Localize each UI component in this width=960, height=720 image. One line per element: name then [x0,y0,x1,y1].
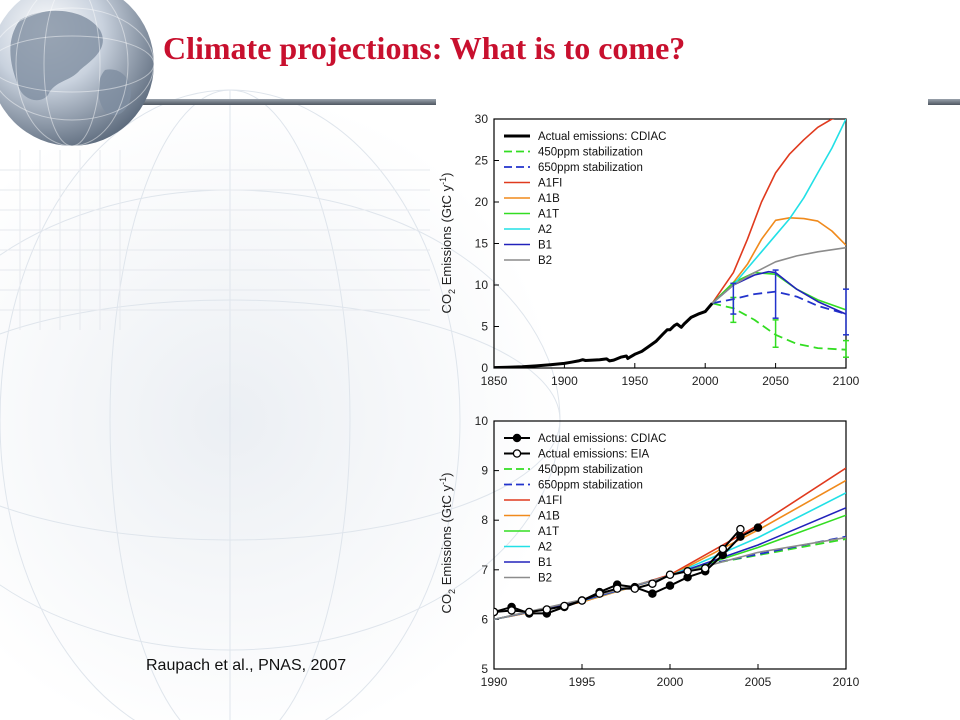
series-line-450ppm-stabilization [705,538,846,566]
series-line-actual-emissions-cdiac [494,526,759,615]
x-tick-label: 2000 [657,675,684,689]
data-point-actual-emissions-eia [665,570,675,580]
globe-grid [0,0,155,147]
x-tick-label: 2050 [762,374,789,388]
header-bar [140,99,436,105]
data-point-actual-emissions-eia [718,544,728,554]
legend-label: B2 [538,255,552,267]
y-tick-label: 5 [481,320,488,334]
emissions-chart-1850-2100: CO2 Emissions (GtC y-1) 1850 1900 1950 2000… [438,112,860,388]
y-tick-label: 0 [481,361,488,375]
data-point-actual-emissions-cdiac [648,589,657,598]
x-tick-label: 1950 [621,374,648,388]
legend-label: Actual emissions: EIA [538,449,650,461]
y-tick-label: 15 [475,237,489,251]
slide-title: Climate projections: What is to come? [163,30,686,66]
y-tick-label: 8 [481,513,488,527]
legend-label: A1FI [538,495,562,507]
data-point-actual-emissions-eia [494,607,499,617]
legend-label: A1B [538,511,560,523]
legend-label: A1B [538,193,560,205]
series-group [494,467,846,621]
citation: Raupach et al., PNAS, 2007 [146,657,347,674]
legend-marker [512,433,522,443]
data-point-actual-emissions-cdiac [665,581,675,590]
series-line-450ppm-stabilization [711,302,846,351]
y-tick-label: 6 [481,612,488,626]
legend-label: A1FI [538,178,562,190]
y-tick-label: 10 [475,414,489,428]
data-point-actual-emissions-eia [648,579,657,588]
data-point-actual-emissions-eia [542,605,552,614]
legend-label: 450ppm stabilization [538,147,643,159]
data-point-actual-emissions-eia [524,607,534,617]
legend-label: 650ppm stabilization [538,162,643,174]
series-line-a2 [711,119,846,304]
legend-label: Actual emissions: CDIAC [538,131,666,143]
y-axis-label: CO2 Emissions (GtC y-1) [438,473,457,614]
legend-label: Actual emissions: CDIAC [538,433,666,445]
series-line-a1t [711,271,846,311]
x-tick-label: 1900 [551,374,578,388]
x-tick-label: 2010 [833,675,860,689]
header-bar-right [928,99,960,105]
x-tick-label: 2000 [692,374,719,388]
data-point-actual-emissions-cdiac [753,523,763,532]
legend-label: B2 [538,573,552,585]
legend-label: A2 [538,542,552,554]
grid-texture [0,150,430,330]
ghost-globe [0,90,560,720]
legend-label: A1T [538,526,559,538]
y-axis-label: CO2 Emissions (GtC y-1) [438,173,457,314]
legend-label: B1 [538,557,552,569]
series-line-a1b [711,217,846,304]
x-tick-label: 1990 [481,675,508,689]
legend-label: A1T [538,209,559,221]
y-tick-label: 25 [475,154,489,168]
legend-label: B1 [538,240,552,252]
legend-marker [512,449,522,458]
data-point-actual-emissions-eia [612,584,622,593]
y-tick-label: 7 [481,563,488,577]
legend-label: 650ppm stabilization [538,480,643,492]
data-point-actual-emissions-eia [595,589,604,598]
data-point-actual-emissions-eia [577,596,587,605]
data-point-actual-emissions-eia [700,564,710,573]
legend-label: 450ppm stabilization [538,464,643,476]
y-tick-label: 5 [481,662,488,676]
series-line-a1fi [711,119,835,304]
series-line-actual-emissions-cdiac [494,302,714,368]
y-tick-label: 9 [481,464,488,478]
y-tick-label: 20 [475,195,489,209]
x-tick-label: 1995 [569,675,596,689]
globe-continents [10,10,131,116]
y-tick-label: 10 [475,278,489,292]
data-point-actual-emissions-eia [736,524,745,534]
y-tick-label: 30 [475,112,489,126]
data-point-actual-emissions-eia [630,584,640,593]
legend-label: A2 [538,224,552,236]
x-tick-label: 2100 [833,374,860,388]
data-point-actual-emissions-eia [683,567,692,576]
emissions-chart-1990-2010: CO2 Emissions (GtC y-1) 1990 1995 2000 2005… [438,414,860,689]
data-point-actual-emissions-eia [507,606,516,615]
data-point-actual-emissions-cdiac [736,532,745,541]
x-tick-label: 1850 [481,374,508,388]
x-tick-label: 2005 [745,675,772,689]
data-point-actual-emissions-eia [560,601,569,611]
